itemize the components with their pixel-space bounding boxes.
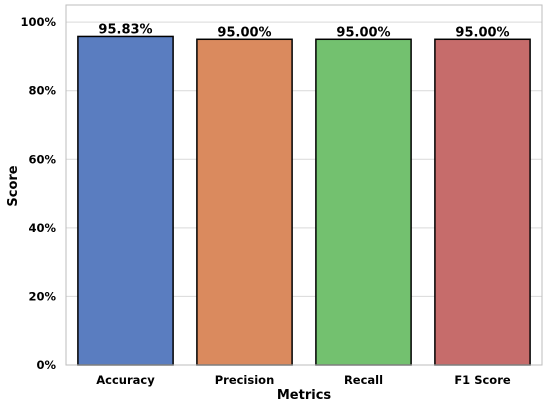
x-tick-label: Recall (344, 373, 383, 387)
y-axis-ticks: 0% 20% 40% 60% 80% 100% (20, 15, 56, 372)
x-tick-label: Precision (215, 373, 275, 387)
data-label: 95.00% (217, 25, 271, 40)
x-axis-ticks: Accuracy Precision Recall F1 Score (96, 373, 511, 387)
data-label: 95.00% (455, 25, 509, 40)
y-tick-label: 80% (28, 84, 56, 98)
plot-frame (65, 4, 543, 366)
y-tick-label: 0% (36, 358, 56, 372)
y-tick-label: 60% (28, 152, 56, 166)
data-labels: 95.83% 95.00% 95.00% 95.00% (98, 22, 509, 40)
bar-accuracy (77, 35, 174, 366)
bar-precision (196, 38, 293, 366)
bar-f1-score (434, 38, 531, 366)
x-tick-label: Accuracy (96, 373, 155, 387)
x-axis-label: Metrics (277, 388, 332, 403)
y-axis-label: Score (6, 165, 21, 206)
data-label: 95.00% (336, 25, 390, 40)
bars (77, 35, 531, 366)
y-tick-label: 100% (20, 15, 56, 29)
x-tick-label: F1 Score (454, 373, 511, 387)
bar-recall (315, 38, 412, 366)
y-tick-label: 20% (28, 289, 56, 303)
data-label: 95.83% (98, 22, 152, 37)
y-tick-label: 40% (28, 221, 56, 235)
